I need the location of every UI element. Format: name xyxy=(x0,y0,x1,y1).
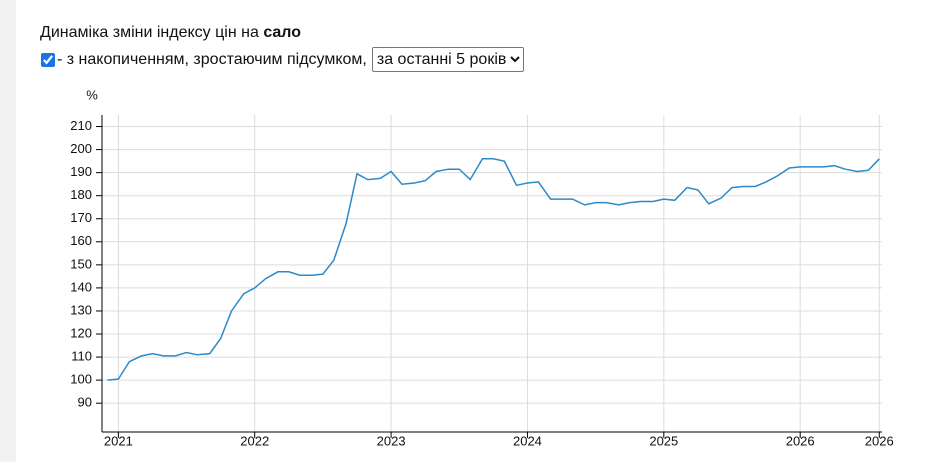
product-name: сало xyxy=(263,24,302,41)
title: Динаміка зміни індексу цін на сало xyxy=(40,24,301,42)
x-tick-label: 2026 xyxy=(865,433,894,448)
y-tick-label: 150 xyxy=(70,256,92,271)
checkbox-label: - з накопиченням, зростаючим підсумком, xyxy=(57,50,367,68)
y-tick-label: 190 xyxy=(70,164,92,179)
y-tick-label: 120 xyxy=(70,325,92,340)
side-strip xyxy=(0,0,16,462)
y-tick-label: 140 xyxy=(70,279,92,294)
x-tick-label: 2024 xyxy=(513,433,542,448)
y-axis-label: % xyxy=(86,87,98,102)
x-tick-label: 2025 xyxy=(649,433,678,448)
controls: - з накопиченням, зростаючим підсумком, … xyxy=(40,47,524,72)
y-tick-label: 100 xyxy=(70,372,92,387)
period-select[interactable]: за останні 5 років xyxy=(371,47,524,72)
y-tick-label: 180 xyxy=(70,187,92,202)
y-tick-label: 90 xyxy=(78,395,92,410)
y-tick-label: 130 xyxy=(70,302,92,317)
y-tick-label: 210 xyxy=(70,118,92,133)
y-tick-label: 110 xyxy=(71,349,92,364)
y-tick-label: 170 xyxy=(70,210,92,225)
cumulative-checkbox[interactable] xyxy=(41,52,55,67)
y-tick-label: 160 xyxy=(70,233,92,248)
x-tick-label: 2022 xyxy=(240,433,269,448)
title-text: Динаміка зміни індексу цін на xyxy=(40,24,259,41)
price-index-line xyxy=(107,158,880,381)
x-tick-label: 2023 xyxy=(377,433,406,448)
y-tick-label: 200 xyxy=(70,141,92,156)
x-tick-label: 2026 xyxy=(786,433,815,448)
x-tick-label: 2021 xyxy=(104,433,133,448)
